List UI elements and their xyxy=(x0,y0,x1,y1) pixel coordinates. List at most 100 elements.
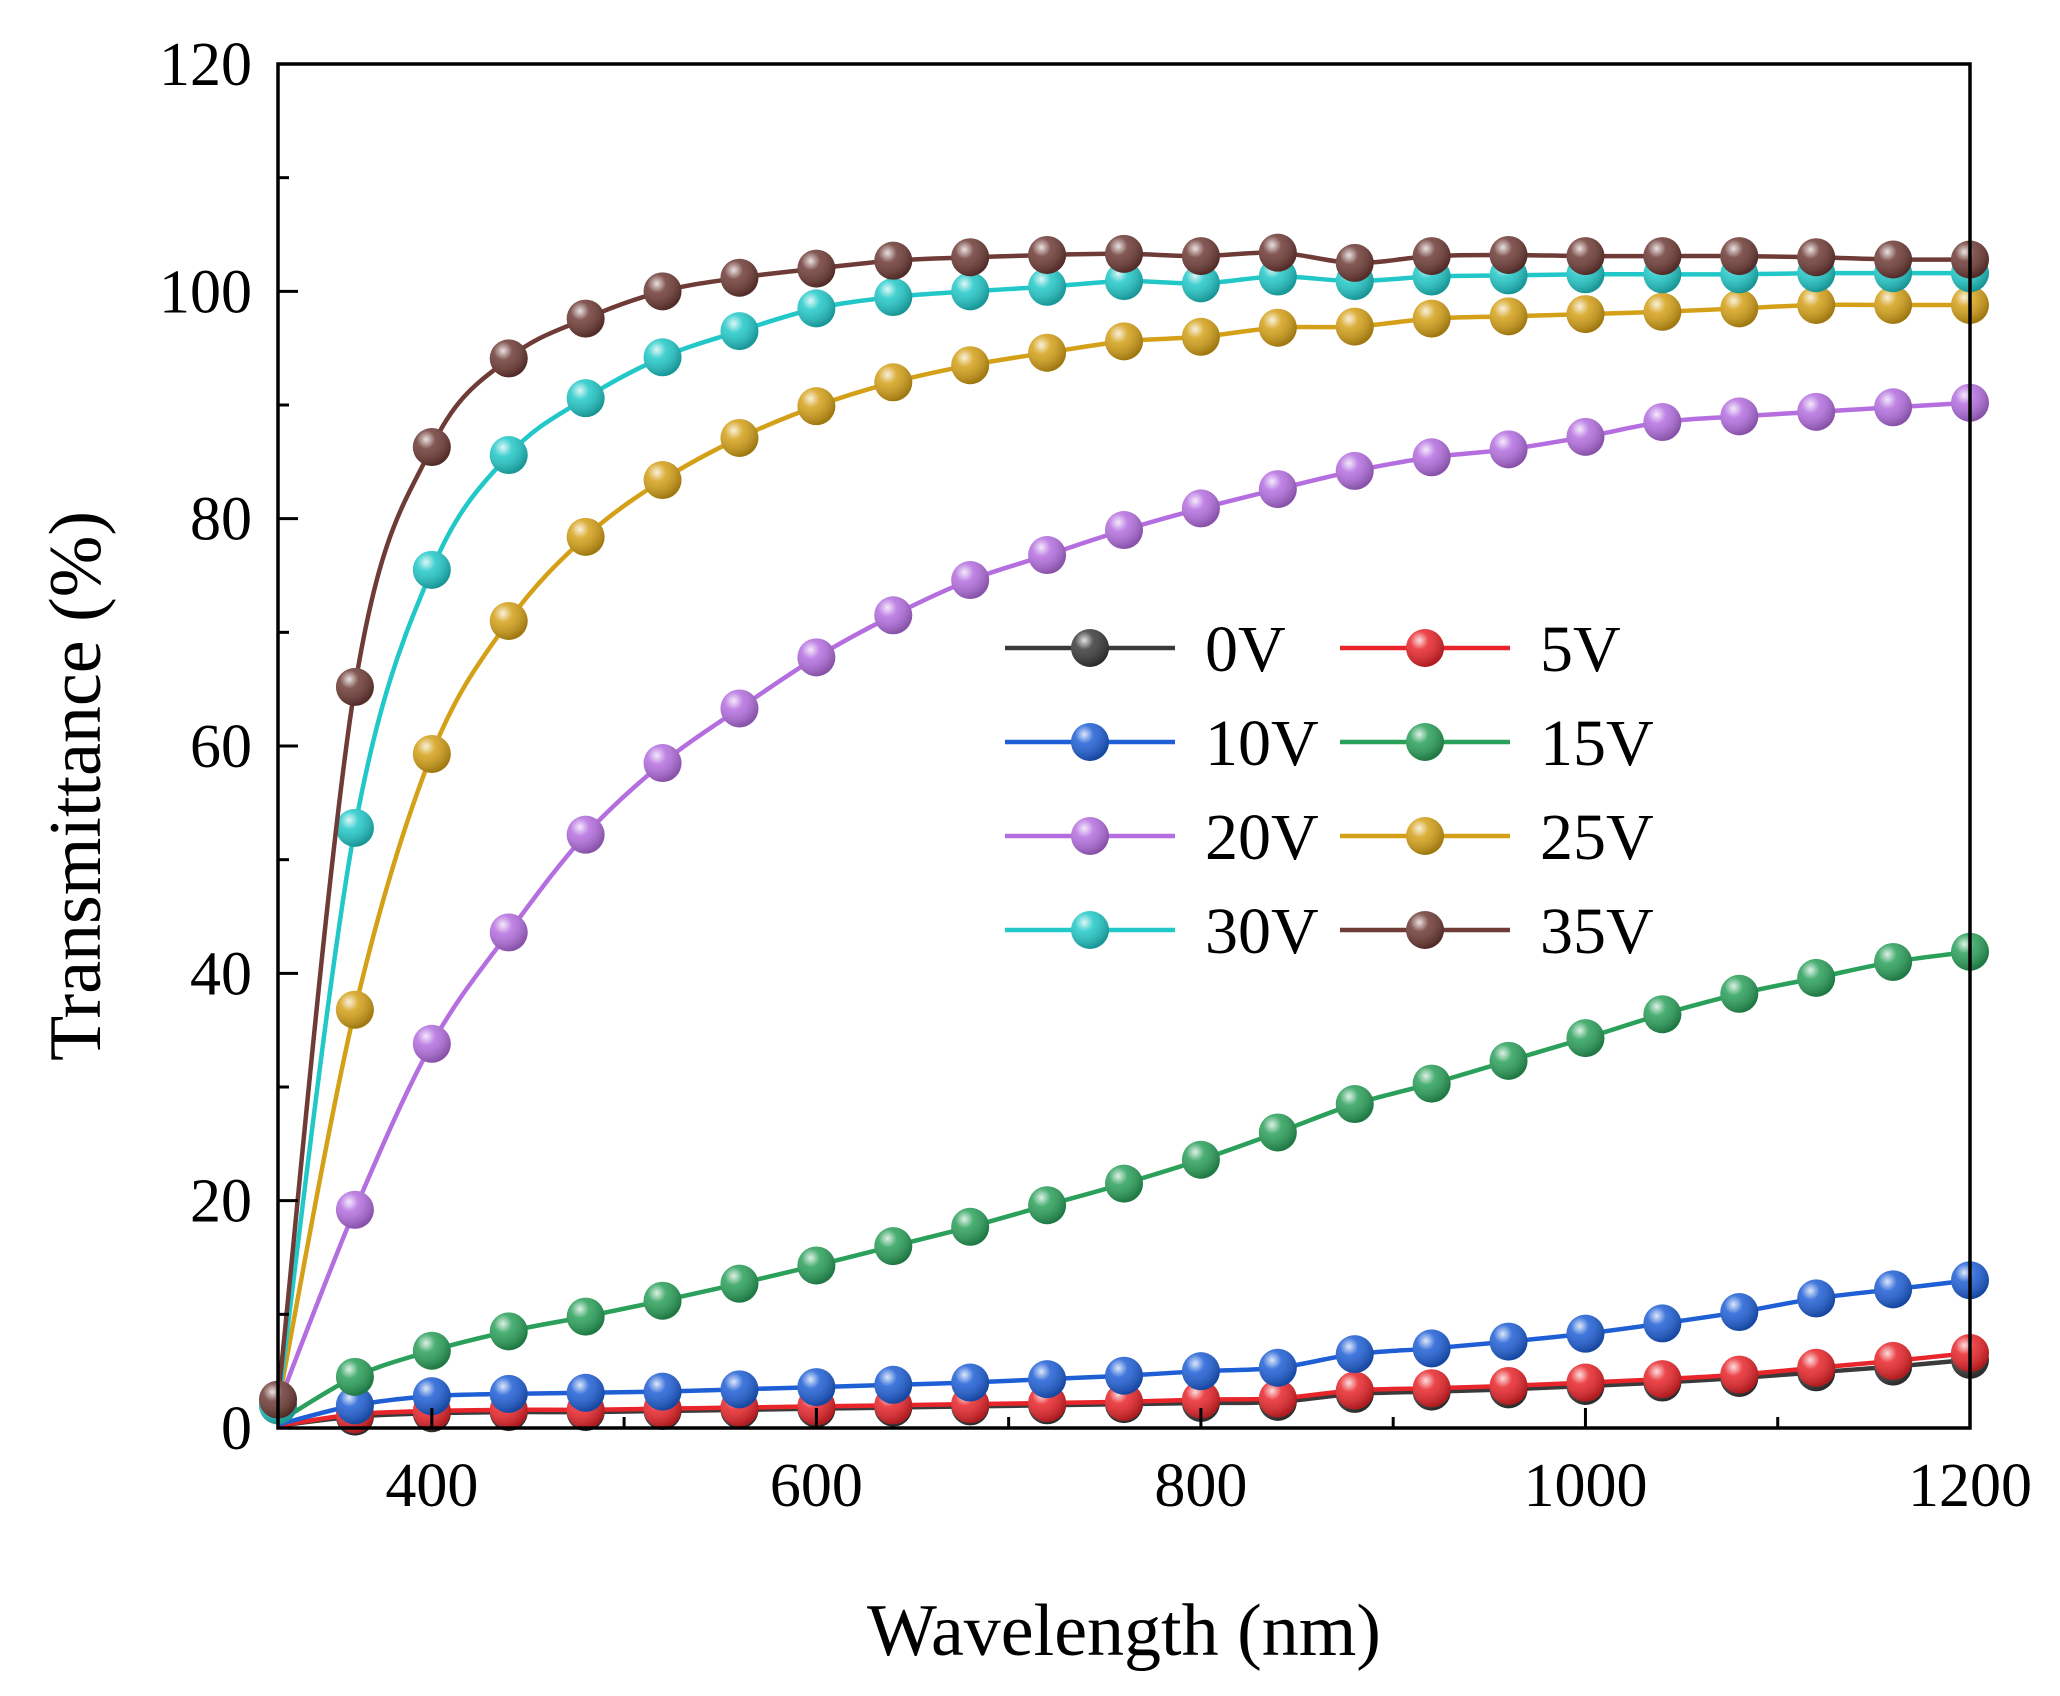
data-point xyxy=(1105,511,1143,550)
data-point xyxy=(1412,438,1451,477)
data-point xyxy=(1797,392,1836,431)
x-axis: 400 600 800 1000 1200 xyxy=(385,1408,2032,1520)
data-point xyxy=(566,379,605,418)
data-point xyxy=(1720,289,1759,328)
data-point xyxy=(1181,489,1220,528)
y-tick-label: 120 xyxy=(159,31,252,99)
y-axis: 0 20 40 60 80 100 120 xyxy=(159,31,298,1463)
legend-label: 15V xyxy=(1540,707,1654,780)
data-point xyxy=(797,249,836,288)
data-point xyxy=(1643,995,1682,1034)
x-tick-label: 600 xyxy=(770,1452,863,1520)
data-point xyxy=(412,1377,451,1416)
data-point xyxy=(412,1024,451,1063)
legend-marker xyxy=(1071,723,1109,761)
data-point xyxy=(797,1368,836,1407)
x-tick-label: 400 xyxy=(385,1452,478,1520)
data-point xyxy=(335,1357,374,1396)
data-point xyxy=(1566,237,1605,276)
legend-item-10V: 10V xyxy=(1005,707,1319,780)
data-point xyxy=(1874,1341,1913,1380)
legend-marker xyxy=(1406,629,1444,667)
data-point xyxy=(1874,1270,1913,1309)
data-point xyxy=(1335,451,1374,490)
data-point xyxy=(489,1374,528,1413)
data-point xyxy=(412,428,451,467)
data-point xyxy=(566,299,605,338)
data-point xyxy=(797,638,836,677)
data-point xyxy=(1028,267,1067,306)
data-point xyxy=(1412,1369,1451,1408)
data-point xyxy=(1874,942,1913,981)
data-point xyxy=(720,1370,759,1409)
data-point xyxy=(412,550,451,589)
data-point xyxy=(335,1190,374,1229)
data-point xyxy=(412,1331,451,1370)
data-point xyxy=(1335,1335,1374,1374)
data-point xyxy=(1412,1064,1451,1103)
data-point xyxy=(643,272,682,311)
data-point xyxy=(1412,237,1451,276)
legend-item-20V: 20V xyxy=(1005,801,1319,874)
data-point xyxy=(951,346,990,385)
legend-label: 5V xyxy=(1540,613,1621,686)
data-point xyxy=(1797,238,1836,277)
y-tick-label: 20 xyxy=(190,1168,252,1236)
data-point xyxy=(1028,1360,1067,1399)
data-point xyxy=(1797,1279,1836,1318)
y-tick-label: 40 xyxy=(190,940,252,1008)
data-point xyxy=(951,561,990,600)
data-point xyxy=(643,744,682,783)
data-point xyxy=(1181,237,1220,276)
x-tick-label: 800 xyxy=(1154,1452,1247,1520)
data-point xyxy=(335,990,374,1029)
data-point xyxy=(874,596,913,635)
data-point xyxy=(1028,536,1067,575)
data-point xyxy=(1643,237,1682,276)
data-point xyxy=(1181,264,1220,303)
data-point xyxy=(489,1312,528,1351)
data-point xyxy=(1489,430,1528,469)
data-point xyxy=(643,1372,682,1411)
data-point xyxy=(1105,262,1143,301)
data-point xyxy=(1105,1164,1143,1203)
legend-marker xyxy=(1406,817,1444,855)
data-point xyxy=(643,1281,682,1320)
data-point xyxy=(1643,1304,1682,1343)
data-point xyxy=(1874,285,1913,324)
y-tick-label: 0 xyxy=(221,1395,252,1463)
data-point xyxy=(720,258,759,297)
data-point xyxy=(1258,470,1297,509)
legend-item-15V: 15V xyxy=(1340,707,1654,780)
data-point xyxy=(951,272,990,311)
data-point xyxy=(1181,1352,1220,1391)
data-point xyxy=(1489,297,1528,336)
data-point xyxy=(874,363,913,402)
data-point xyxy=(489,339,528,378)
legend-label: 25V xyxy=(1540,801,1654,874)
data-point xyxy=(566,815,605,854)
data-point xyxy=(1105,1356,1143,1395)
legend-marker xyxy=(1406,723,1444,761)
data-point xyxy=(1412,299,1451,338)
data-point xyxy=(1258,1348,1297,1387)
data-point xyxy=(1566,1363,1605,1402)
data-point xyxy=(1258,308,1297,347)
data-point xyxy=(412,734,451,773)
y-tick-label: 100 xyxy=(159,258,252,326)
data-point xyxy=(1797,285,1836,324)
legend-item-35V: 35V xyxy=(1340,895,1654,968)
data-point xyxy=(1566,295,1605,334)
data-point xyxy=(1797,958,1836,997)
legend: 0V 5V 10V 15V 20V 25V 30V 35V xyxy=(1005,613,1654,968)
data-point xyxy=(566,517,605,556)
series-35V xyxy=(259,233,1989,1419)
data-point xyxy=(1181,317,1220,356)
data-point xyxy=(566,1373,605,1412)
y-axis-title: Transmittance (%) xyxy=(35,511,117,1061)
data-point xyxy=(489,601,528,640)
data-point xyxy=(1489,1041,1528,1080)
legend-marker xyxy=(1071,911,1109,949)
y-tick-label: 60 xyxy=(190,713,252,781)
